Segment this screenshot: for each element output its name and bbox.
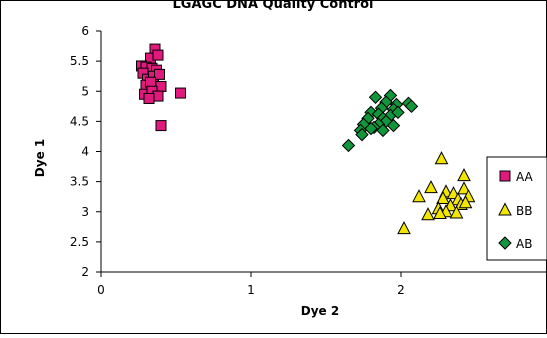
data-point-ab (376, 123, 390, 138)
data-point-bb (436, 190, 450, 204)
y-tick-label: 4 (81, 145, 89, 159)
x-tick-label: 1 (247, 283, 255, 297)
data-point-ab (386, 118, 401, 133)
y-tick-label: 2.5 (70, 235, 89, 249)
legend-items: AA BB AB (498, 170, 534, 251)
legend-marker-aa (499, 170, 511, 182)
series-bb (397, 151, 476, 235)
data-point-aa (152, 49, 164, 61)
data-point-aa (143, 92, 155, 104)
data-point-ab (404, 99, 419, 114)
data-point-bb (458, 195, 473, 209)
data-point-ab (391, 105, 405, 120)
series-aa (136, 43, 186, 132)
y-tick-label: 3.5 (70, 175, 89, 189)
data-point-ab (341, 138, 356, 153)
data-point-bb (412, 189, 426, 203)
legend-marker-bb (498, 202, 512, 216)
data-point-aa (145, 76, 156, 88)
legend-label-aa: AA (516, 170, 534, 184)
y-tick-label: 3 (81, 205, 89, 219)
y-tick-label: 2 (81, 265, 89, 279)
legend-label-bb: BB (516, 204, 532, 218)
data-point-aa (154, 68, 165, 80)
data-point-bb (421, 207, 435, 221)
data-point-ab (355, 127, 369, 142)
legend-box (486, 156, 547, 261)
data-point-bb (457, 168, 471, 182)
data-point-bb (449, 205, 464, 219)
data-point-bb (424, 180, 438, 194)
data-point-ab (368, 90, 383, 104)
data-point-bb (433, 205, 447, 220)
x-tick-label: 2 (397, 283, 405, 297)
data-point-aa (155, 120, 167, 132)
data-point-aa (175, 87, 186, 99)
y-tick-label: 5.5 (70, 54, 89, 68)
axis-ticks: 22.533.544.555.560123 (70, 24, 405, 297)
legend: AA BB AB (486, 156, 547, 261)
series-ab (341, 88, 419, 153)
data-point-ab (364, 121, 378, 136)
data-point-bb (397, 221, 411, 235)
legend-label-ab: AB (516, 237, 532, 251)
x-axis-title: Dye 2 (301, 304, 339, 318)
y-tick-label: 4.5 (70, 114, 89, 128)
chart-title: LGAGC DNA Quality Control (173, 0, 374, 12)
y-axis-title: Dye 1 (33, 139, 47, 177)
data-point-bb (457, 181, 471, 195)
y-tick-label: 5 (81, 84, 89, 98)
y-tick-label: 6 (81, 24, 89, 38)
legend-marker-ab (498, 236, 512, 250)
data-points (136, 43, 476, 235)
data-point-bb (434, 151, 449, 165)
x-tick-label: 0 (97, 283, 105, 297)
